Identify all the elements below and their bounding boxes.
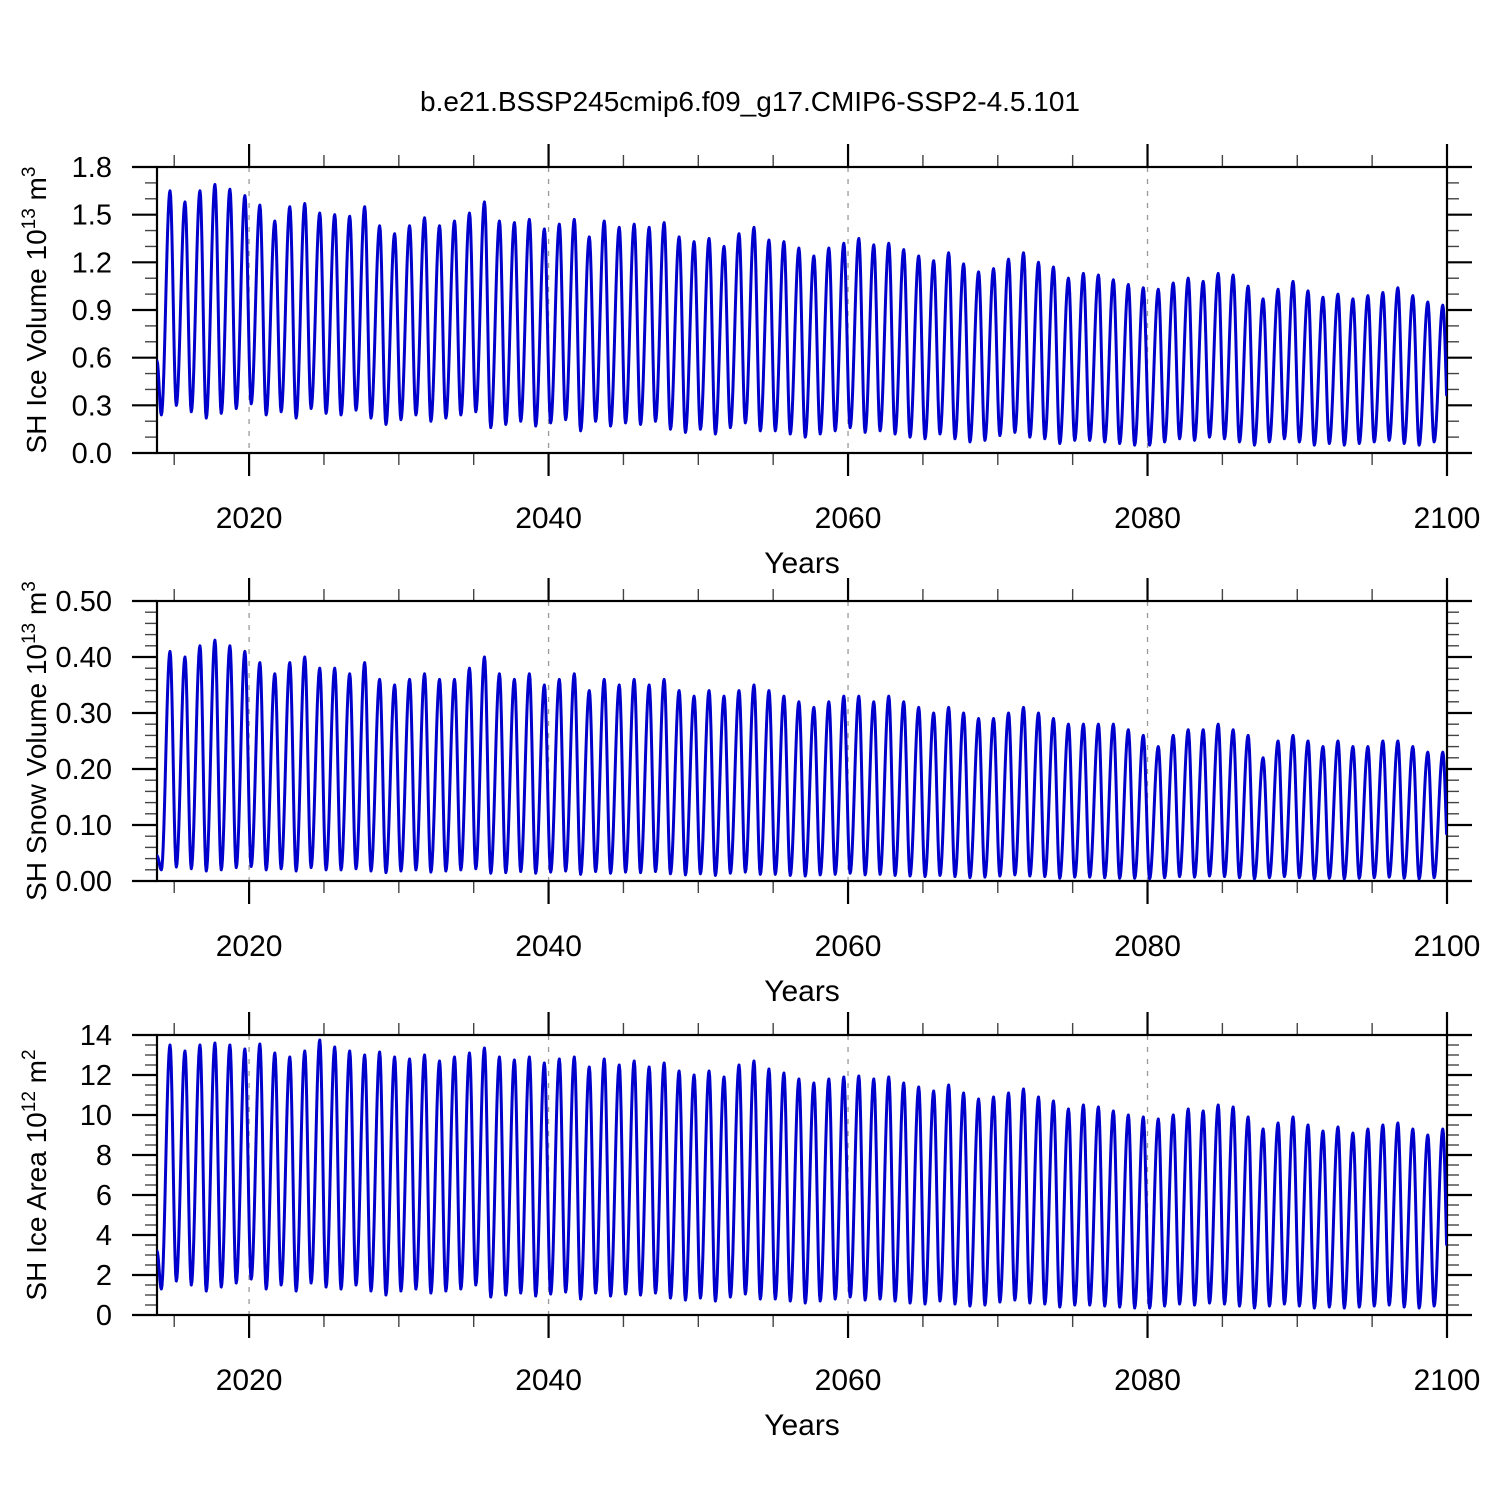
x-tick-label: 2080 bbox=[1114, 502, 1181, 535]
x-tick-label: 2020 bbox=[216, 1364, 283, 1397]
plot-frame bbox=[155, 1033, 1449, 1317]
y-tick-label: 2 bbox=[96, 1260, 112, 1292]
x-tick-label: 2100 bbox=[1414, 1364, 1481, 1397]
y-tick-label: 1.8 bbox=[72, 152, 112, 184]
major-ticks bbox=[132, 578, 1472, 904]
plot-frame bbox=[155, 599, 1449, 883]
y-tick-label: 1.5 bbox=[72, 200, 112, 232]
y-tick-label: 8 bbox=[96, 1140, 112, 1172]
x-tick-label: 2080 bbox=[1114, 1364, 1181, 1397]
y-axis-title: SH Ice Area 1012 m2 bbox=[19, 1049, 52, 1300]
minor-ticks bbox=[145, 1023, 1459, 1327]
sh-snow-volume-series-line bbox=[157, 638, 1447, 881]
y-tick-label: 0 bbox=[96, 1300, 112, 1332]
x-tick-label: 2040 bbox=[515, 502, 582, 535]
y-tick-label: 10 bbox=[80, 1100, 112, 1132]
minor-ticks bbox=[145, 589, 1459, 893]
y-tick-label: 0.40 bbox=[56, 642, 112, 674]
sh-ice-volume-series-line bbox=[157, 182, 1447, 447]
x-tick-label: 2040 bbox=[515, 930, 582, 963]
x-tick-label: 2060 bbox=[815, 930, 882, 963]
x-tick-label: 2040 bbox=[515, 1364, 582, 1397]
y-tick-label: 0.0 bbox=[72, 438, 112, 470]
panel-sh-ice-volume: 0.0 0.3 0.6 0.9 1.2 1.5 1.8 2020 2040 2060 2080 210… bbox=[19, 144, 1480, 580]
x-axis-title: Years bbox=[764, 975, 840, 1008]
y-tick-label: 12 bbox=[80, 1060, 112, 1092]
y-tick-label: 6 bbox=[96, 1180, 112, 1212]
x-tick-label: 2020 bbox=[216, 930, 283, 963]
y-tick-label: 0.20 bbox=[56, 754, 112, 786]
x-tick-label: 2020 bbox=[216, 502, 283, 535]
x-tick-label: 2080 bbox=[1114, 930, 1181, 963]
panel-sh-snow-volume: 0.00 0.10 0.20 0.30 0.40 0.50 2020 2040 2060 2080… bbox=[19, 578, 1480, 1008]
plot-frame bbox=[155, 165, 1449, 455]
y-tick-label: 0.50 bbox=[56, 586, 112, 618]
x-tick-label: 2100 bbox=[1414, 502, 1481, 535]
minor-ticks bbox=[145, 155, 1459, 465]
x-axis-title: Years bbox=[764, 547, 840, 580]
y-tick-label: 1.2 bbox=[72, 247, 112, 279]
x-tick-label: 2100 bbox=[1414, 930, 1481, 963]
major-ticks bbox=[132, 144, 1472, 476]
y-axis-title: SH Ice Volume 1013 m3 bbox=[19, 167, 52, 454]
x-tick-label: 2060 bbox=[815, 502, 882, 535]
chart-title: b.e21.BSSP245cmip6.f09_g17.CMIP6-SSP2-4.… bbox=[420, 86, 1080, 117]
y-tick-label: 0.3 bbox=[72, 390, 112, 422]
y-tick-label: 0.6 bbox=[72, 343, 112, 375]
y-tick-label: 0.30 bbox=[56, 698, 112, 730]
y-tick-label: 4 bbox=[96, 1220, 112, 1252]
major-ticks bbox=[132, 1012, 1472, 1338]
y-tick-label: 14 bbox=[80, 1020, 112, 1052]
y-axis-title: SH Snow Volume 1013 m3 bbox=[19, 581, 52, 901]
panel-sh-ice-area: 0 2 4 6 8 10 12 14 2020 2040 2060 2080 2100 Years SH I… bbox=[19, 1012, 1480, 1442]
sh-ice-area-series-line bbox=[157, 1038, 1447, 1310]
y-tick-label: 0.10 bbox=[56, 810, 112, 842]
y-tick-label: 0.9 bbox=[72, 295, 112, 327]
y-tick-label: 0.00 bbox=[56, 866, 112, 898]
x-axis-title: Years bbox=[764, 1409, 840, 1442]
x-tick-label: 2060 bbox=[815, 1364, 882, 1397]
